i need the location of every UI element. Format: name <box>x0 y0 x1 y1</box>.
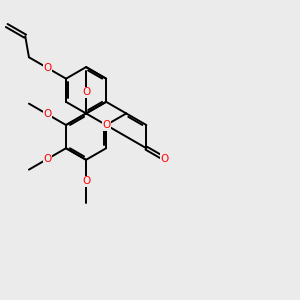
Text: O: O <box>44 63 52 73</box>
Text: O: O <box>102 120 110 130</box>
Text: O: O <box>44 109 52 119</box>
Text: O: O <box>161 154 169 164</box>
Text: O: O <box>82 87 90 97</box>
Text: O: O <box>44 154 52 164</box>
Text: O: O <box>82 176 90 186</box>
